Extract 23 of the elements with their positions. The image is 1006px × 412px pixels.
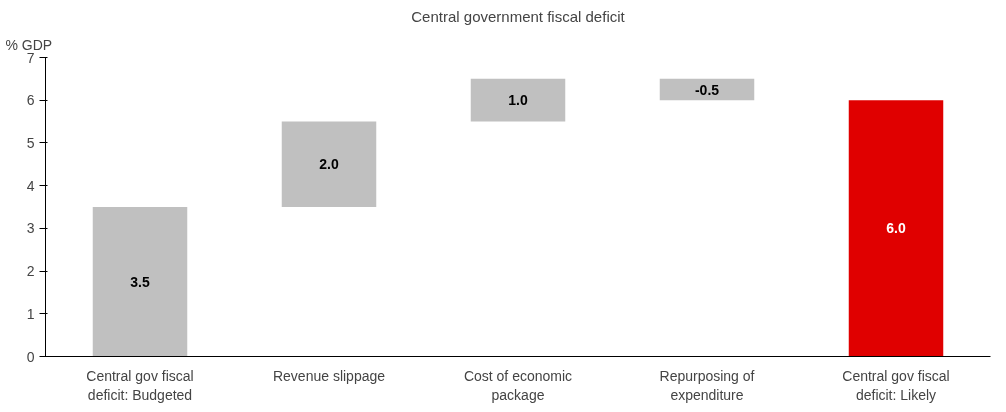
y-tick-label: 5	[26, 134, 35, 151]
x-tick-label: Central gov fiscal deficit: Likely	[842, 367, 950, 403]
bar	[659, 78, 755, 101]
x-tick-label: Revenue slippage	[272, 367, 386, 384]
y-tick-label: 1	[26, 305, 35, 322]
data-label: -0.5	[694, 81, 720, 98]
y-tick-label: 3	[26, 220, 35, 237]
chart-title: Central government fiscal deficit	[411, 7, 626, 25]
bar	[470, 78, 566, 122]
data-label: 2.0	[319, 156, 339, 173]
y-tick-label: 4	[26, 177, 35, 194]
x-tick-label: Repurposing of expenditure	[659, 367, 755, 403]
data-label: 1.0	[508, 92, 528, 109]
data-label: 6.0	[886, 220, 906, 237]
y-tick-label: 0	[26, 348, 35, 365]
x-tick-label: Central gov fiscal deficit: Budgeted	[86, 367, 194, 403]
y-tick-label: 6	[26, 92, 35, 109]
bar	[92, 207, 188, 357]
y-tick-label: 2	[26, 263, 35, 280]
data-label: 3.5	[130, 273, 150, 290]
bar	[848, 100, 944, 357]
x-tick-label: Cost of economic package	[463, 367, 573, 403]
bar	[281, 121, 377, 207]
